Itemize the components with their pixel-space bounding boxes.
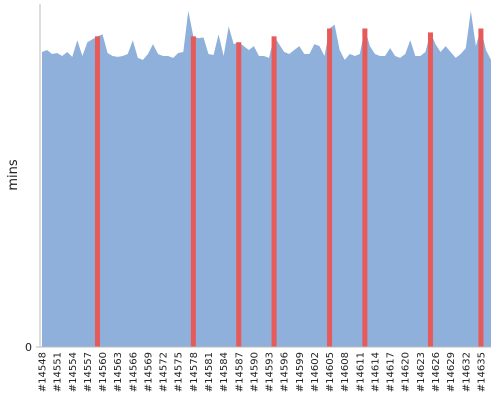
x-tick-label: #14617 [386, 352, 397, 392]
y-tick-label: 0 [25, 341, 32, 354]
x-tick-label: #14614 [370, 352, 381, 392]
x-tick-label: #14605 [325, 352, 336, 392]
failed-bar [478, 28, 484, 347]
x-tick-label: #14578 [189, 352, 200, 392]
x-tick-label: #14554 [68, 352, 79, 392]
x-tick-label: #14584 [219, 352, 230, 392]
x-tick-label: #14632 [461, 352, 472, 392]
failed-bar [94, 36, 100, 348]
x-tick-label: #14557 [83, 352, 94, 392]
x-tick-label: #14623 [416, 352, 427, 392]
failed-bar [190, 36, 196, 348]
failed-bar [236, 42, 242, 347]
x-tick-label: #14548 [38, 352, 49, 392]
x-tick-label: #14629 [446, 352, 457, 392]
failed-bar [327, 28, 333, 347]
x-tick-label: #14608 [340, 352, 351, 392]
failed-bar [271, 36, 277, 348]
x-tick-label: #14635 [476, 352, 487, 392]
x-tick-label: #14599 [295, 352, 306, 392]
x-tick-label: #14581 [204, 352, 215, 392]
x-tick-label: #14569 [143, 352, 154, 392]
x-tick-label: #14563 [113, 352, 124, 392]
x-tick-label: #14626 [431, 352, 442, 392]
area [42, 10, 491, 348]
x-tick-label: #14572 [159, 352, 170, 392]
x-tick-label: #14596 [280, 352, 291, 392]
x-tick-label: #14551 [53, 352, 64, 392]
x-tick-label: #14566 [128, 352, 139, 392]
x-tick-label: #14620 [401, 352, 412, 392]
x-tick-label: #14575 [174, 352, 185, 392]
failed-bar [427, 32, 433, 348]
x-tick-label: #14587 [234, 352, 245, 392]
x-tick-label: #14602 [310, 352, 321, 392]
y-axis-label: mins [6, 159, 21, 191]
x-tick-label: #14590 [249, 352, 260, 392]
x-tick-label: #14593 [265, 352, 276, 392]
x-tick-label: #14611 [355, 352, 366, 392]
x-tick-label: #14560 [98, 352, 109, 392]
failed-bar [362, 28, 368, 347]
